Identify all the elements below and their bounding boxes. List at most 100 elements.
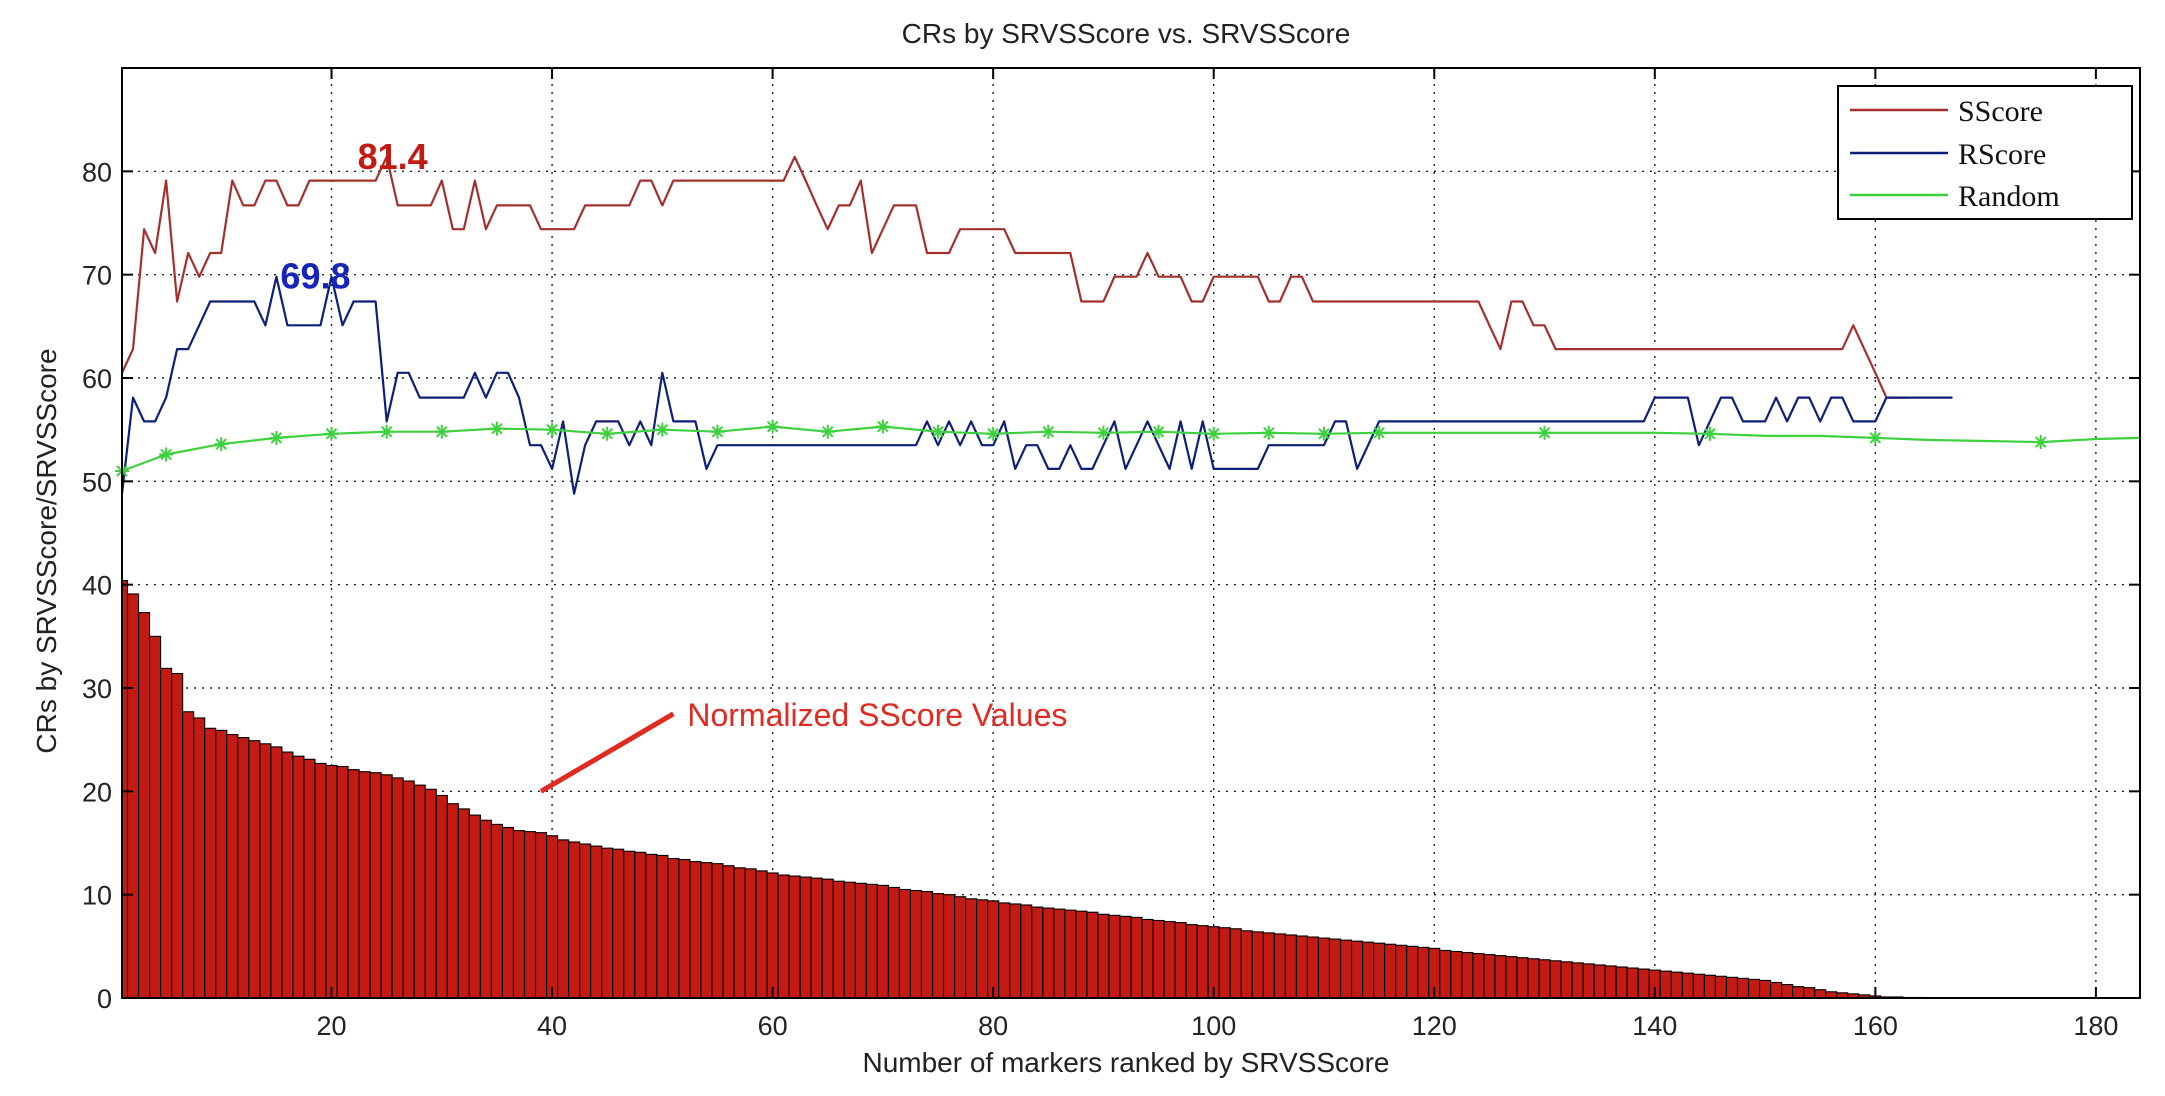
bar-79 xyxy=(976,899,989,999)
bar-115 xyxy=(1373,942,1386,999)
x-tick-label-180: 180 xyxy=(2073,1011,2118,1041)
bar-117 xyxy=(1395,944,1408,999)
plot-area: 20 40 60 80 100 120 140 160 180 0 10 20 30 40 50 60 70 80… xyxy=(82,67,2141,1041)
bar-132 xyxy=(1560,961,1573,999)
bar-55 xyxy=(711,863,724,999)
series-line-rscore xyxy=(120,275,1953,495)
bar-153 xyxy=(1792,986,1805,999)
bar-5 xyxy=(160,667,173,999)
bar-series-normalized-sscore xyxy=(121,579,1926,999)
random-marker-15 xyxy=(269,430,284,445)
legend-label-random: Random xyxy=(1958,180,2060,213)
random-marker-130 xyxy=(1537,425,1552,440)
bar-19 xyxy=(314,762,327,999)
bar-48 xyxy=(634,851,647,999)
bar-83 xyxy=(1020,904,1033,999)
bar-9 xyxy=(204,727,217,999)
bar-92 xyxy=(1119,915,1132,999)
bar-116 xyxy=(1384,943,1397,999)
bar-85 xyxy=(1042,907,1055,999)
random-marker-45 xyxy=(600,426,615,441)
bar-118 xyxy=(1406,945,1419,999)
y-tick-label-80: 80 xyxy=(82,157,112,187)
bar-21 xyxy=(336,765,349,999)
bar-127 xyxy=(1505,956,1518,999)
random-marker-115 xyxy=(1372,425,1387,440)
bar-18 xyxy=(303,758,316,999)
random-marker-105 xyxy=(1261,425,1276,440)
bar-147 xyxy=(1725,976,1739,999)
bar-143 xyxy=(1681,972,1694,999)
y-axis-label: CRs by SRVSScore/SRVSScore xyxy=(31,348,62,753)
random-marker-35 xyxy=(489,421,504,436)
annotation-rscore-peak: 69.8 xyxy=(280,256,350,297)
y-tick-label-40: 40 xyxy=(82,571,112,601)
random-marker-20 xyxy=(324,426,339,441)
x-tick-label-100: 100 xyxy=(1191,1011,1236,1041)
bar-40 xyxy=(546,835,559,999)
bar-72 xyxy=(898,888,912,999)
bar-150 xyxy=(1759,979,1772,999)
bar-108 xyxy=(1295,935,1308,999)
bar-20 xyxy=(325,764,338,999)
bar-69 xyxy=(865,883,878,999)
bar-62 xyxy=(788,875,801,999)
bar-123 xyxy=(1461,951,1474,999)
bar-56 xyxy=(722,865,735,999)
bar-44 xyxy=(590,845,603,999)
bar-33 xyxy=(468,814,481,999)
bar-133 xyxy=(1571,962,1584,999)
bar-130 xyxy=(1538,959,1551,999)
bar-43 xyxy=(579,843,592,999)
x-tick-label-80: 80 xyxy=(978,1011,1008,1041)
chart-title: CRs by SRVSScore vs. SRVSScore xyxy=(902,18,1351,49)
bar-124 xyxy=(1472,953,1485,999)
bar-111 xyxy=(1328,938,1342,999)
random-marker-30 xyxy=(434,424,449,439)
bar-31 xyxy=(446,803,459,999)
bar-105 xyxy=(1262,932,1275,999)
bar-52 xyxy=(678,858,691,999)
series-markers-random xyxy=(115,419,2048,478)
series-line-sscore xyxy=(121,155,1909,399)
bar-142 xyxy=(1670,971,1683,999)
random-marker-40 xyxy=(545,422,560,437)
axes-box xyxy=(121,67,2141,999)
bar-113 xyxy=(1350,940,1364,999)
bar-25 xyxy=(380,774,393,999)
bar-75 xyxy=(931,893,945,999)
series-line-random xyxy=(121,425,2141,473)
bar-58 xyxy=(744,868,757,999)
bar-4 xyxy=(149,635,162,999)
y-tick-label-20: 20 xyxy=(82,777,112,807)
bar-99 xyxy=(1196,925,1209,999)
bar-91 xyxy=(1108,914,1121,999)
bar-28 xyxy=(413,784,426,999)
random-marker-50 xyxy=(655,422,670,437)
bar-76 xyxy=(942,894,956,999)
bar-57 xyxy=(733,867,746,999)
bar-121 xyxy=(1439,949,1452,999)
bar-32 xyxy=(457,808,470,999)
bar-144 xyxy=(1692,973,1705,999)
bar-14 xyxy=(259,743,272,999)
x-tick-label-160: 160 xyxy=(1853,1011,1898,1041)
bar-86 xyxy=(1053,908,1066,999)
bar-34 xyxy=(479,819,492,999)
bar-82 xyxy=(1009,903,1022,999)
random-marker-145 xyxy=(1702,426,1717,441)
bar-77 xyxy=(954,896,967,999)
bar-80 xyxy=(987,900,1000,999)
bar-106 xyxy=(1273,933,1286,999)
bar-73 xyxy=(909,889,923,999)
bar-84 xyxy=(1031,906,1044,999)
y-tick-label-60: 60 xyxy=(82,364,112,394)
bar-152 xyxy=(1781,984,1794,999)
bar-135 xyxy=(1593,964,1606,999)
bar-101 xyxy=(1218,927,1231,999)
bar-13 xyxy=(248,740,261,999)
random-marker-70 xyxy=(875,419,890,434)
bar-47 xyxy=(623,850,636,999)
bar-63 xyxy=(799,876,812,999)
